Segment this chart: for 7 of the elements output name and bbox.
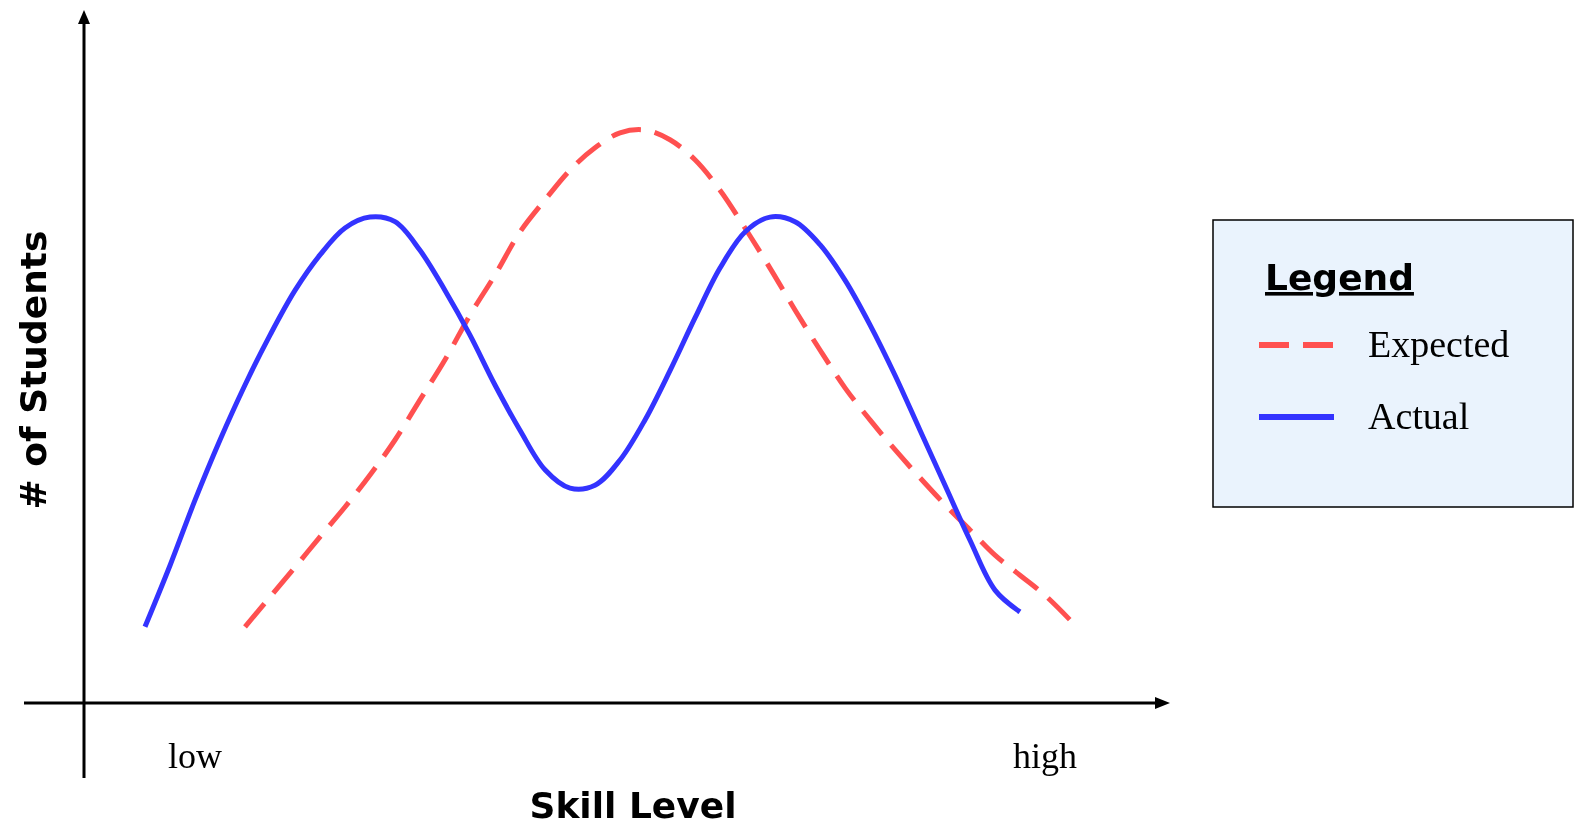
legend-title: Legend (1265, 257, 1414, 298)
y-axis-title: # of Students (13, 230, 54, 510)
x-tick-label: high (1012, 736, 1078, 776)
legend-label: Actual (1368, 395, 1470, 437)
legend-label: Expected (1368, 323, 1510, 365)
x-axis-title: Skill Level (529, 785, 737, 826)
x-tick-label: low (168, 736, 222, 776)
